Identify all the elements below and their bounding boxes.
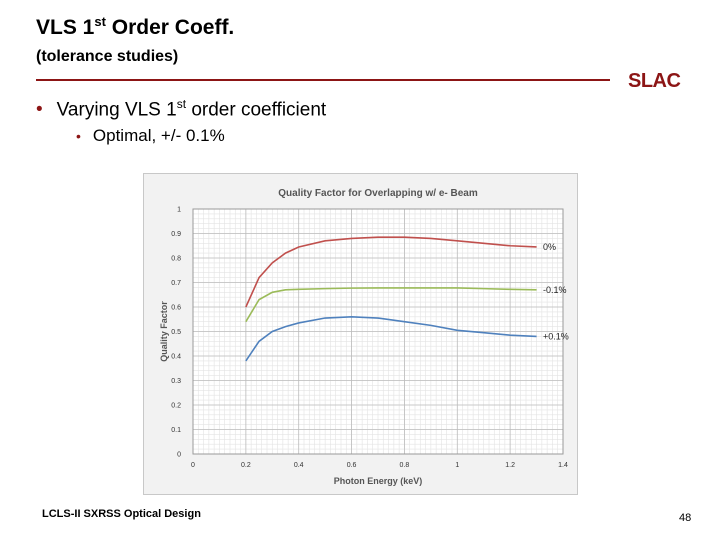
x-tick-label: 1.2 [505,462,515,469]
title-divider [36,79,610,81]
y-tick-label: 1 [177,207,181,214]
bullet-level1: • Varying VLS 1st order coefficient [36,97,327,121]
y-tick-label: 0.5 [171,329,181,336]
x-tick-label: 0.6 [347,462,357,469]
bullet-marker: • [76,128,81,144]
chart-title: Quality Factor for Overlapping w/ e- Bea… [278,188,478,199]
y-tick-label: 0.4 [171,354,181,361]
series-label: 0% [543,242,556,252]
y-tick-label: 0.2 [171,403,181,410]
x-tick-label: 1.4 [558,462,568,469]
x-tick-label: 1 [455,462,459,469]
page-number: 48 [679,512,692,524]
y-tick-label: 0.3 [171,378,181,385]
series-line [245,287,537,323]
bullet-marker: • [36,99,43,121]
x-tick-label: 0.2 [241,462,251,469]
series-label: +0.1% [543,331,569,341]
series-label: -0.1% [543,285,567,295]
y-axis-label: Quality Factor [159,301,169,362]
slide-subtitle: (tolerance studies) [36,48,179,65]
slide-title: VLS 1st Order Coeff. [36,14,235,39]
y-tick-label: 0.8 [171,256,181,263]
plot-border [192,208,564,455]
y-tick-label: 0.9 [171,231,181,238]
chart: 0 0.2 0.4 0.6 0.8 1 1.2 1.4 0 0.1 0.2 0.3 0.4 0.5 0.6 0… [143,173,578,495]
slac-logo: SLAC [628,70,681,92]
x-tick-label: 0 [191,462,195,469]
x-tick-label: 0.8 [400,462,410,469]
x-tick-label: 0.4 [294,462,304,469]
series-line [245,315,537,362]
y-tick-label: 0.6 [171,305,181,312]
x-axis-label: Photon Energy (keV) [334,476,423,486]
chart-svg: 0 0.2 0.4 0.6 0.8 1 1.2 1.4 0 0.1 0.2 0.3 0.4 0.5 0.6 0… [143,173,578,495]
series-line [245,236,537,308]
footer-text: LCLS-II SXRSS Optical Design [42,508,201,520]
y-tick-label: 0.7 [171,280,181,287]
y-tick-label: 0.1 [171,427,181,434]
y-tick-label: 0 [177,452,181,459]
bullet-level2: • Optimal, +/- 0.1% [76,126,225,145]
